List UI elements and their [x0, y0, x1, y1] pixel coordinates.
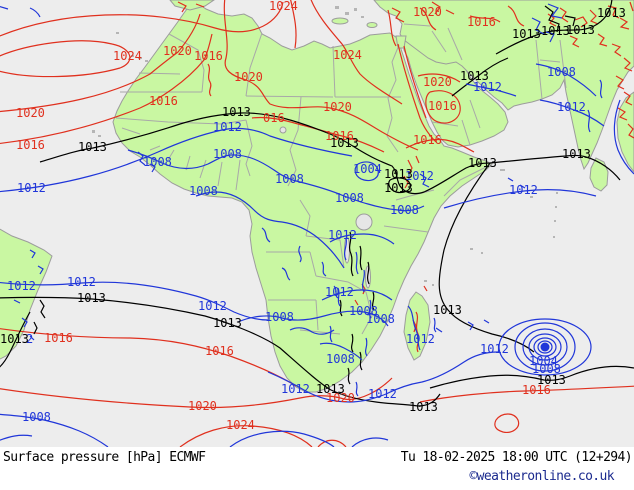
island-crete [331, 17, 349, 25]
cyclone-rings [498, 318, 592, 376]
product-label: Surface pressure [hPa] ECMWF [3, 450, 206, 465]
lakes [279, 126, 373, 289]
footer-row: Surface pressure [hPa] ECMWF Tu 18-02-20… [0, 450, 633, 465]
lake-chad [279, 126, 287, 134]
blue-isobars [0, 3, 634, 447]
lake-victoria [355, 213, 373, 231]
small-islands [92, 6, 558, 286]
country-borders [115, 23, 567, 335]
island-cyprus [366, 22, 378, 28]
cyclone-center [540, 342, 550, 352]
pressure-map: 1024 1020 1016 1020 1016 1016 1024 1024 1020 1020… [0, 0, 634, 447]
map-canvas [0, 0, 634, 447]
land-iberia [169, 0, 215, 11]
map-footer: Surface pressure [hPa] ECMWF Tu 18-02-20… [0, 447, 634, 490]
black-isobars [0, 0, 634, 407]
land-burma-strip [616, 91, 634, 173]
land-sri-lanka [589, 157, 609, 192]
valid-time-label: Tu 18-02-2025 18:00 UTC (12+294) [400, 450, 633, 465]
copyright-label: ©weatheronline.co.uk [469, 469, 614, 484]
land-south-america [0, 228, 53, 360]
